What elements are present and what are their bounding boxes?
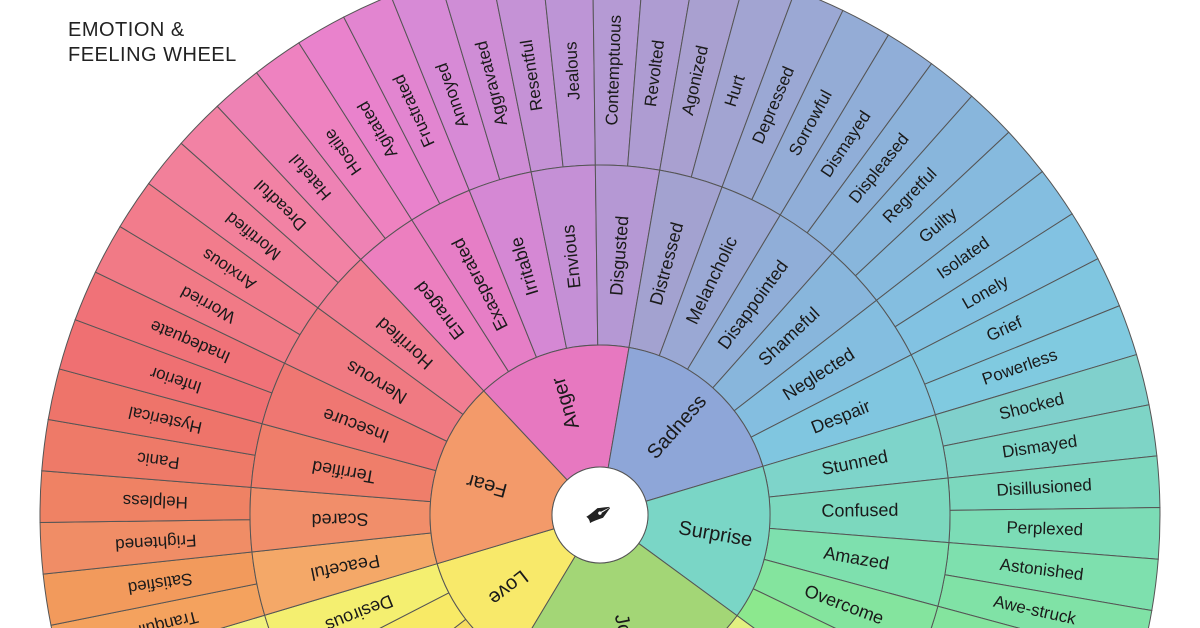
- outer-label: Contemptuous: [602, 15, 625, 126]
- emotion-wheel: CompassionateCaringTenderAffectionateSen…: [0, 0, 1200, 628]
- mid-label: Confused: [821, 500, 898, 521]
- outer-label: Jealous: [561, 41, 583, 101]
- outer-label: Perplexed: [1006, 518, 1083, 540]
- title-line-1: EMOTION &: [68, 19, 185, 41]
- mid-label: Scared: [311, 509, 368, 530]
- outer-label: Helpless: [122, 491, 188, 512]
- title-line-2: FEELING WHEEL: [68, 44, 237, 66]
- page-title: EMOTION & FEELING WHEEL: [68, 18, 237, 68]
